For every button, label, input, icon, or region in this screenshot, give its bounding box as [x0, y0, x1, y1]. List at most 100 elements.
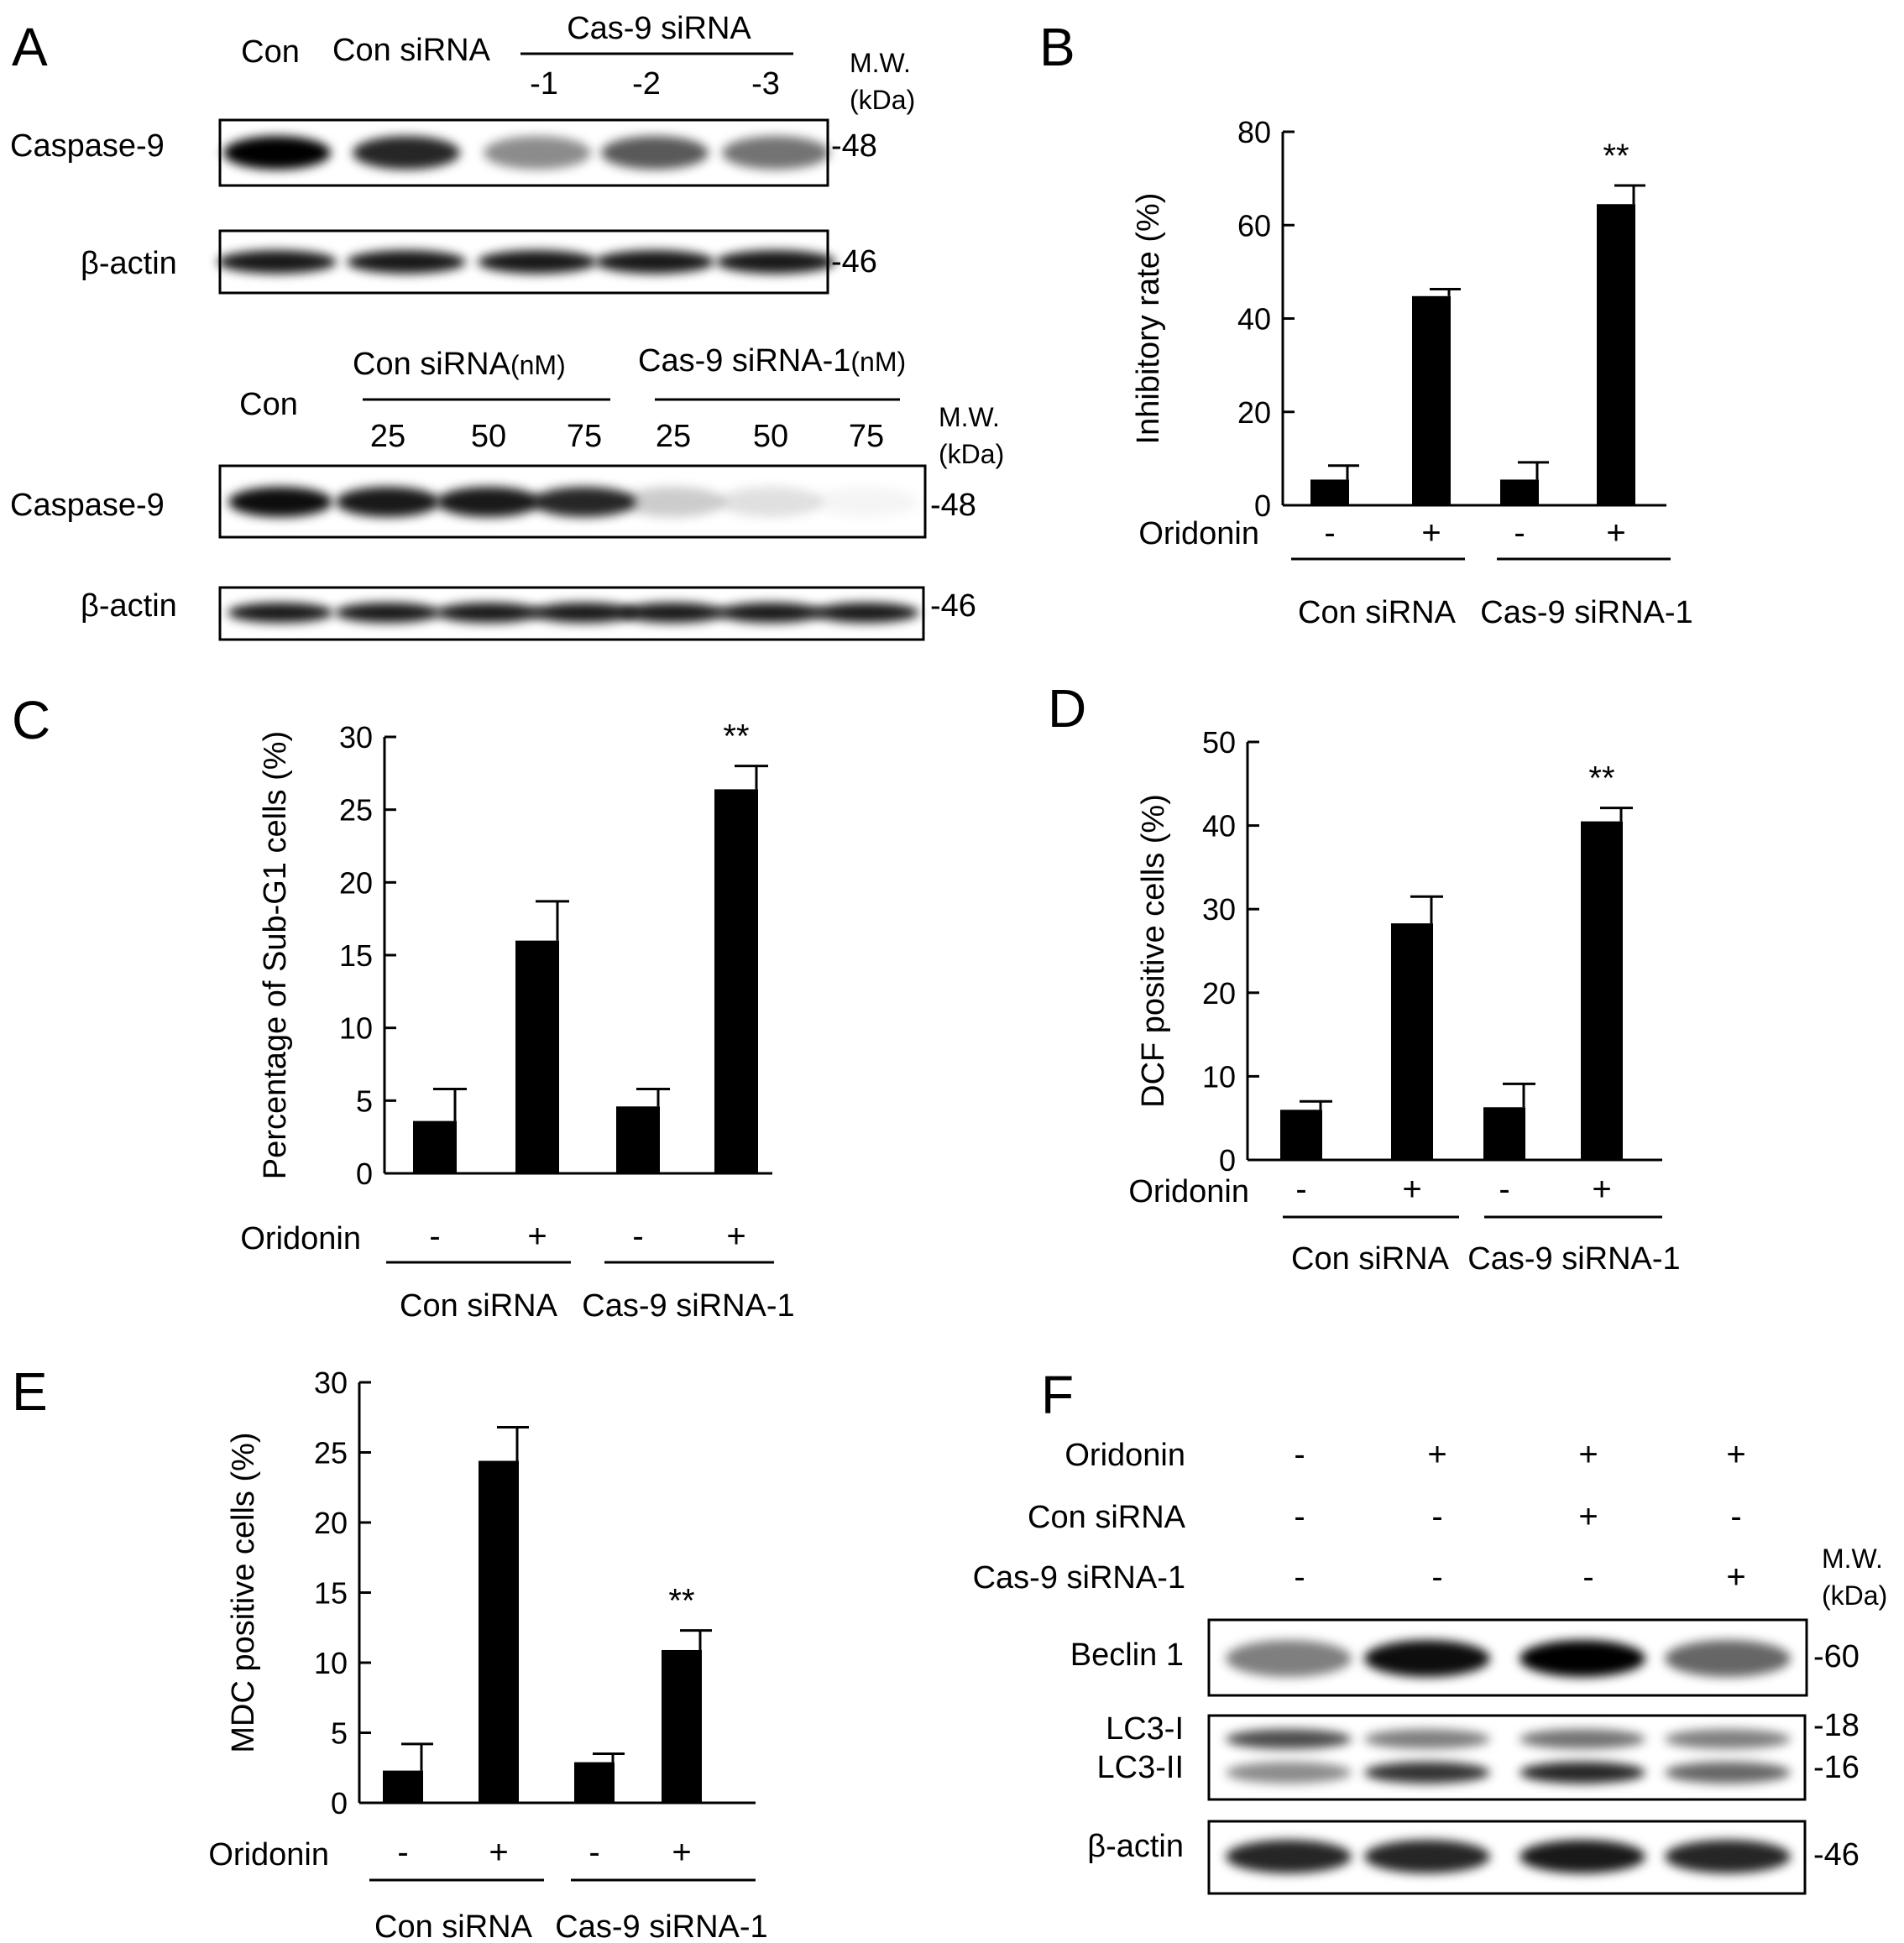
panel-c-chart: C 0 5 10 15 20 25 30 Percentage of Sub-G1 cells … — [12, 690, 795, 1324]
blot1-actin-band — [217, 250, 337, 274]
blot1-group-label: Cas-9 siRNA — [567, 11, 751, 46]
d-bar — [1483, 1107, 1525, 1160]
f-row-mw-lc3ii: -16 — [1813, 1750, 1860, 1785]
blot1-row-mw-caspase9: -48 — [831, 128, 877, 164]
blot2-caspase9-band — [336, 487, 440, 517]
blot2-group2-label: Cas-9 siRNA-1(nM) — [638, 343, 906, 379]
e-y-tick-label: 15 — [314, 1576, 348, 1611]
blot2-row-mw-caspase9: -48 — [930, 488, 976, 523]
panel-letter-d: D — [1048, 678, 1086, 739]
c-y-tick-label: 20 — [339, 865, 373, 900]
f-beclin1-band — [1520, 1640, 1645, 1677]
f-lc3ii-band — [1364, 1762, 1490, 1784]
d-bar — [1280, 1110, 1322, 1160]
f-lc3i-band — [1520, 1729, 1645, 1749]
blot2-dose-1: 25 — [370, 419, 405, 454]
f-treatment-label: Cas-9 siRNA-1 — [973, 1560, 1185, 1596]
f-treatment-sign: - — [1294, 1498, 1305, 1535]
c-treatment-label: Oridonin — [240, 1221, 361, 1256]
d-y-tick-label: 10 — [1202, 1059, 1236, 1094]
b-treatment-label: Oridonin — [1138, 516, 1259, 551]
f-treatment-sign: - — [1730, 1498, 1741, 1535]
blot2-dose-4: 25 — [656, 419, 691, 454]
panel-a: A Con Con siRNA Cas-9 siRNA -1 -2 -3 M.W… — [10, 11, 1004, 641]
d-treatment-label: Oridonin — [1128, 1174, 1249, 1209]
f-treatment-sign: + — [1427, 1436, 1446, 1473]
blot2-dose-6: 75 — [849, 419, 884, 454]
e-y-tick-label: 5 — [331, 1716, 348, 1751]
blot2-actin-band — [718, 603, 824, 623]
blot2-actin-frame — [218, 586, 925, 641]
blot1-caspase9-band — [484, 136, 591, 170]
b-y-axis-label: Inhibitory rate (%) — [1131, 193, 1166, 445]
panel-letter-f: F — [1041, 1365, 1074, 1425]
d-significance-label: ** — [1588, 760, 1614, 797]
f-mw-unit: (kDa) — [1822, 1580, 1887, 1611]
b-y-tick-label: 80 — [1237, 115, 1271, 149]
f-treatment-sign: - — [1431, 1559, 1442, 1596]
blot1-group-lane-3: -3 — [751, 66, 780, 102]
blot2-dose-3: 75 — [567, 419, 602, 454]
d-y-tick-label: 40 — [1202, 809, 1236, 844]
f-lc3i-band — [1226, 1729, 1352, 1749]
e-bar — [662, 1649, 702, 1803]
panel-letter-e: E — [12, 1361, 48, 1422]
b-y-tick-label: 20 — [1237, 395, 1271, 430]
blot2-mw-label: M.W. — [939, 402, 1000, 432]
f-lc3ii-band — [1665, 1762, 1791, 1784]
c-bar — [616, 1106, 660, 1173]
c-y-tick-label: 30 — [339, 720, 373, 755]
d-group-label: Con siRNA — [1291, 1241, 1450, 1277]
c-bar — [413, 1120, 457, 1173]
b-y-tick-label: 0 — [1254, 488, 1271, 523]
panel-e-chart: E 0 5 10 15 20 25 30 MDC positive cells (%) - + - **… — [12, 1361, 768, 1943]
c-group-label: Con siRNA — [400, 1288, 558, 1324]
blot1-row-mw-actin: -46 — [831, 244, 877, 279]
e-bar — [383, 1770, 423, 1803]
c-group-label: Cas-9 siRNA-1 — [582, 1288, 794, 1324]
b-treatment-sign: + — [1606, 514, 1625, 551]
d-y-tick-label: 0 — [1219, 1143, 1236, 1178]
f-beclin1-band — [1665, 1640, 1791, 1677]
b-bar — [1597, 204, 1635, 505]
blot1-caspase9-band — [722, 136, 829, 170]
blot2-actin-band — [436, 603, 541, 623]
f-row-label-beclin1: Beclin 1 — [1070, 1637, 1184, 1673]
blot1-actin-band — [595, 250, 714, 274]
blot2-actin-band — [335, 603, 441, 623]
d-y-tick-label: 30 — [1202, 892, 1236, 927]
f-treatment-sign: - — [1431, 1498, 1442, 1535]
f-treatment-table: Oridonin - + + + Con siRNA - - + - Cas-9 siRNA-1 - -… — [973, 1436, 1746, 1596]
d-treatment-sign: + — [1402, 1171, 1421, 1208]
c-treatment-sign: - — [429, 1218, 440, 1255]
d-y-tick-label: 50 — [1202, 725, 1236, 760]
c-significance-label: ** — [723, 718, 749, 755]
e-bar — [479, 1460, 519, 1803]
c-y-tick-label: 15 — [339, 938, 373, 973]
b-y-tick-label: 40 — [1237, 302, 1271, 337]
blot1-actin-bands — [217, 250, 835, 274]
b-bar — [1500, 479, 1539, 505]
e-treatment-sign: - — [397, 1834, 408, 1871]
b-bar — [1310, 479, 1349, 505]
f-treatment-sign: - — [1582, 1559, 1593, 1596]
b-y-tick-label: 60 — [1237, 208, 1271, 243]
blot2-actin-band — [228, 603, 333, 623]
b-group-label: Cas-9 siRNA-1 — [1480, 595, 1692, 630]
panel-b-chart: B 0 20 40 60 80 Inhibitory rate (%) - + - ** + Orido… — [1039, 17, 1693, 630]
d-y-tick-label: 20 — [1202, 976, 1236, 1011]
e-y-tick-label: 20 — [314, 1506, 348, 1540]
d-bar — [1581, 821, 1623, 1160]
f-lc3i-band — [1364, 1729, 1490, 1749]
f-row-mw-actin: -46 — [1813, 1837, 1860, 1872]
panel-letter-b: B — [1039, 17, 1075, 77]
e-treatment-sign: + — [489, 1834, 508, 1871]
b-treatment-sign: - — [1514, 514, 1525, 551]
blot1-actin-band — [347, 250, 466, 274]
blot2-actin-band — [531, 603, 637, 623]
blot1-lane-label-con: Con — [241, 34, 300, 70]
c-bar — [515, 940, 559, 1173]
blot2-caspase9-bands — [228, 487, 918, 517]
b-significance-label: ** — [1603, 138, 1629, 175]
